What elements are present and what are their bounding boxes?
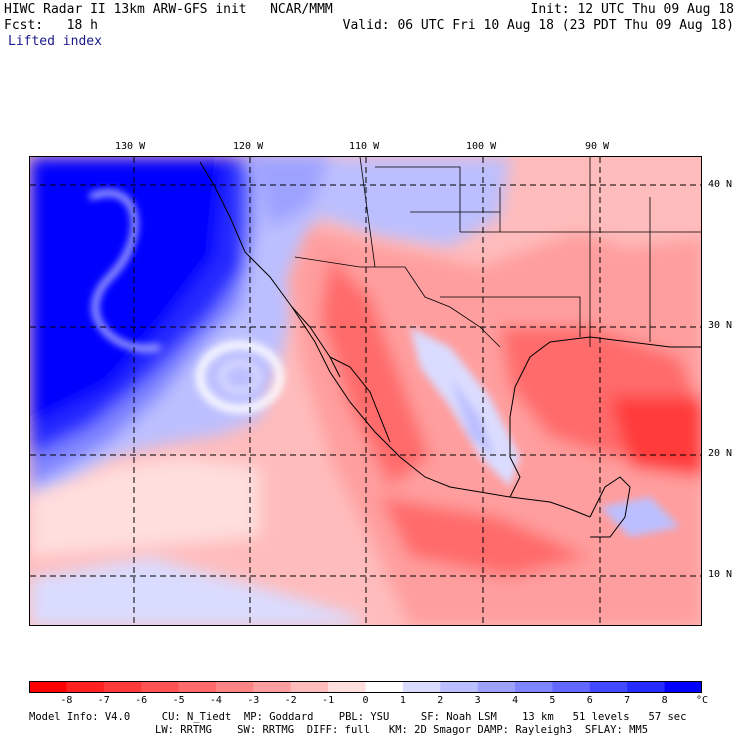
init-time: Init: 12 UTC Thu 09 Aug 18 bbox=[530, 2, 735, 17]
colorbar-tick-label: -5 bbox=[172, 695, 185, 706]
colorbar-tick-label: 0 bbox=[362, 695, 369, 706]
colorbar-tick-label: 2 bbox=[437, 695, 444, 706]
lon-label-120w: 120 W bbox=[233, 141, 264, 152]
colorbar-tick-label: 5 bbox=[549, 695, 556, 706]
colorbar-swatch bbox=[552, 681, 591, 693]
colorbar-unit: °C bbox=[695, 695, 709, 706]
colorbar-swatch bbox=[328, 681, 366, 693]
colorbar-swatch bbox=[103, 681, 142, 693]
mexican-plateau-region bbox=[410, 327, 680, 537]
lon-label-110w: 110 W bbox=[349, 141, 380, 152]
colorbar-tick-label: -1 bbox=[322, 695, 335, 706]
lat-label-40n: 40 N bbox=[708, 179, 733, 190]
colorbar-swatch bbox=[141, 681, 180, 693]
colorbar-swatch bbox=[66, 681, 105, 693]
colorbar bbox=[29, 681, 702, 693]
colorbar-swatch bbox=[178, 681, 217, 693]
field-name: Lifted index bbox=[8, 34, 102, 49]
colorbar-tick-label: 1 bbox=[399, 695, 406, 706]
lifted-index-map bbox=[29, 156, 702, 626]
colorbar-swatch bbox=[365, 681, 404, 693]
lat-label-20n: 20 N bbox=[708, 448, 733, 459]
pacific-stable-region bbox=[30, 157, 330, 502]
graticule bbox=[30, 157, 701, 625]
map-canvas bbox=[30, 157, 701, 625]
lon-label-100w: 100 W bbox=[466, 141, 497, 152]
colorbar-swatch bbox=[215, 681, 254, 693]
colorbar-tick-label: 3 bbox=[474, 695, 481, 706]
northern-interior-region bbox=[240, 157, 510, 247]
lon-label-90w: 90 W bbox=[585, 141, 610, 152]
colorbar-swatch bbox=[589, 681, 628, 693]
colorbar-tick-label: 7 bbox=[624, 695, 631, 706]
lat-label-30n: 30 N bbox=[708, 320, 733, 331]
colorbar-tick-label: -4 bbox=[209, 695, 222, 706]
colorbar-swatch bbox=[664, 681, 702, 693]
forecast-hour: Fcst: 18 h bbox=[4, 18, 98, 33]
colorbar-tick-label: -8 bbox=[60, 695, 73, 706]
colorbar-tick-label: 4 bbox=[512, 695, 519, 706]
valid-time: Valid: 06 UTC Fri 10 Aug 18 (23 PDT Thu … bbox=[342, 18, 734, 33]
colorbar-tick-label: 6 bbox=[586, 695, 593, 706]
lat-label-10n: 10 N bbox=[708, 569, 733, 580]
colorbar-swatch bbox=[627, 681, 666, 693]
colorbar-swatch bbox=[253, 681, 292, 693]
colorbar-swatch bbox=[477, 681, 516, 693]
southwest-pale-region bbox=[30, 457, 360, 625]
lon-label-130w: 130 W bbox=[115, 141, 146, 152]
cyclone-swirl bbox=[88, 190, 284, 413]
model-info-line1: Model Info: V4.0 CU: N_Tiedt MP: Goddard… bbox=[29, 711, 687, 723]
model-title: HIWC Radar II 13km ARW-GFS init NCAR/MMM bbox=[4, 2, 333, 17]
colorbar-tick-label: 8 bbox=[661, 695, 668, 706]
colorbar-swatch bbox=[290, 681, 329, 693]
colorbar-swatch bbox=[515, 681, 553, 693]
colorbar-tick-label: -6 bbox=[135, 695, 148, 706]
coastlines bbox=[199, 161, 701, 538]
model-info-line2: LW: RRTMG SW: RRTMG DIFF: full KM: 2D Sm… bbox=[155, 724, 649, 736]
colorbar-swatch bbox=[29, 681, 67, 693]
colorbar-tick-label: -7 bbox=[97, 695, 110, 706]
colorbar-border bbox=[29, 681, 702, 693]
colorbar-tick-label: -2 bbox=[284, 695, 297, 706]
colorbar-tick-label: -3 bbox=[247, 695, 260, 706]
colorbar-swatch bbox=[402, 681, 441, 693]
colorbar-swatch bbox=[440, 681, 479, 693]
